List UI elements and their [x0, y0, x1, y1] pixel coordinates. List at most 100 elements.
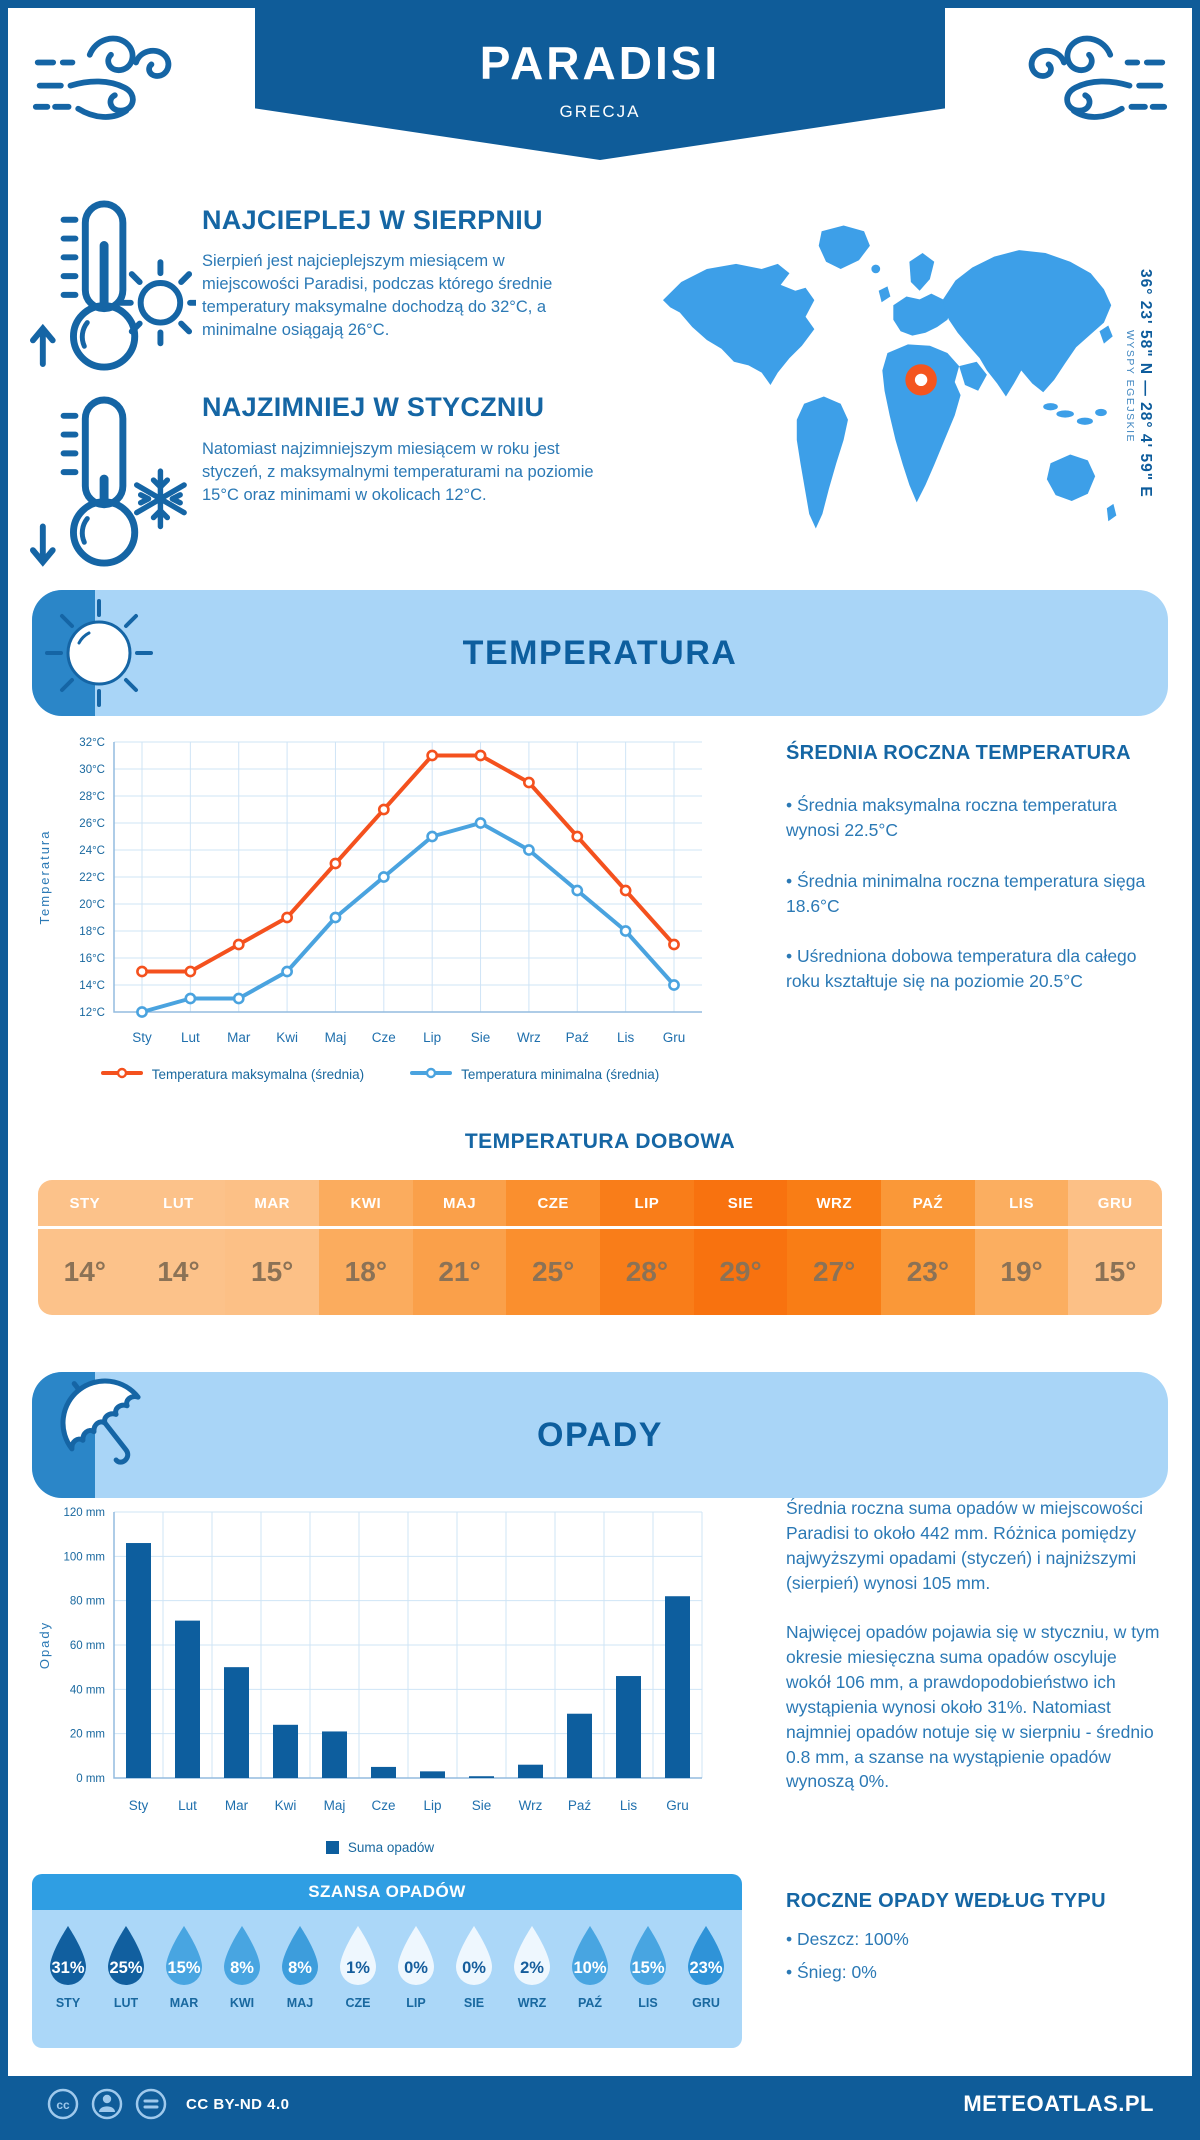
drop-month-label: MAR: [169, 1996, 199, 2010]
svg-text:Lis: Lis: [617, 1030, 635, 1045]
svg-text:cc: cc: [56, 2098, 70, 2112]
brand-text: METEOATLAS.PL: [963, 2091, 1154, 2116]
svg-text:Cze: Cze: [371, 1798, 395, 1813]
svg-text:25%: 25%: [109, 1959, 142, 1977]
precipitation-banner: OPADY: [32, 1372, 1168, 1498]
svg-text:31%: 31%: [51, 1959, 84, 1977]
temp-chart-legend: Temperatura maksymalna (średnia) Tempera…: [60, 1066, 700, 1083]
table-month-cell: LUT: [131, 1180, 226, 1226]
precip-chance-drop: 15% MAR: [156, 1924, 212, 2048]
cc-icon: cc: [47, 2088, 79, 2120]
table-value-cell: 28°: [600, 1229, 694, 1315]
table-value-cell: 19°: [974, 1229, 1069, 1315]
svg-text:20°C: 20°C: [79, 899, 105, 911]
warm-month-text: Sierpień jest najcieplejszym miesiącem w…: [202, 252, 553, 340]
svg-text:16°C: 16°C: [79, 953, 105, 965]
precipitation-text: Średnia roczna suma opadów w miejscowośc…: [786, 1496, 1164, 1794]
precip-chance-drop: 0% LIP: [388, 1924, 444, 2048]
cc-equals-icon: [135, 2088, 167, 2120]
svg-text:Kwi: Kwi: [276, 1030, 298, 1045]
drop-month-label: KWI: [229, 1996, 255, 2010]
drop-month-label: WRZ: [517, 1996, 547, 2010]
geo-location: 36° 23' 58" N — 28° 4' 59" E WYSPY EGEJS…: [1124, 218, 1154, 548]
drop-month-label: LIS: [638, 1996, 658, 2010]
table-value-cell: 14°: [38, 1229, 132, 1315]
table-value-cell: 15°: [225, 1229, 320, 1315]
precipitation-bar-chart: 0 mm 20 mm 40 mm 60 mm 80 mm 100 mm 120 mm Sty L…: [37, 1507, 703, 1813]
drop-month-label: LUT: [113, 1996, 139, 2010]
max-line-marker-icon: [100, 1066, 143, 1083]
svg-text:28°C: 28°C: [79, 791, 105, 803]
bar-swatch-icon: [325, 1841, 339, 1854]
svg-text:Gru: Gru: [663, 1030, 686, 1045]
drop-month-label: STY: [55, 1996, 81, 2010]
precip-type-title: ROCZNE OPADY WEDŁUG TYPU: [786, 1890, 1106, 1912]
page-subtitle: GRECJA: [559, 102, 641, 121]
annual-summary-title: ŚREDNIA ROCZNA TEMPERATURA: [786, 742, 1131, 764]
umbrella-icon: [60, 1378, 141, 1465]
svg-text:Sie: Sie: [472, 1798, 492, 1813]
wind-icon-left: [32, 35, 172, 120]
annual-summary-bullet-1: • Średnia maksymalna roczna temperatura …: [786, 795, 1117, 840]
table-value-cell: 25°: [506, 1229, 601, 1315]
svg-text:30°C: 30°C: [79, 764, 105, 776]
svg-text:Wrz: Wrz: [519, 1798, 543, 1813]
svg-text:Sie: Sie: [471, 1030, 491, 1045]
drop-month-label: SIE: [463, 1996, 485, 2010]
warm-month-title: NAJCIEPLEJ W SIERPNIU: [202, 205, 543, 235]
droplet-icon: 31%: [50, 1926, 86, 1985]
svg-text:20 mm: 20 mm: [70, 1729, 105, 1741]
precip-chance-panel: SZANSA OPADÓW 31% STY 25% LUT 15% MAR 8% KWI 8% M…: [32, 1874, 742, 2048]
svg-text:60 mm: 60 mm: [70, 1640, 105, 1652]
svg-text:Gru: Gru: [666, 1798, 689, 1813]
droplet-icon: 15%: [630, 1926, 666, 1985]
svg-text:Lip: Lip: [423, 1798, 441, 1813]
legend-precip-label: Suma opadów: [347, 1840, 435, 1855]
svg-text:Lip: Lip: [423, 1030, 441, 1045]
svg-text:Lut: Lut: [178, 1798, 197, 1813]
monthly-temperature-table: STY LUT MAR KWI MAJ CZE LIP SIE WRZ PAŹ LIS GRU 14° 1…: [38, 1180, 1162, 1315]
drop-month-label: CZE: [345, 1996, 371, 2010]
precipitation-paragraph-1: Średnia roczna suma opadów w miejscowośc…: [786, 1498, 1143, 1593]
table-month-cell: KWI: [319, 1180, 413, 1226]
svg-text:18°C: 18°C: [79, 926, 105, 938]
snowflake-icon: [133, 468, 187, 530]
precip-chance-drop: 1% CZE: [330, 1924, 386, 2048]
temperature-banner: TEMPERATURA: [32, 590, 1168, 716]
precip-type-bullet-1: • Deszcz: 100%: [786, 1929, 909, 1949]
table-month-cell: MAR: [225, 1180, 320, 1226]
svg-text:Cze: Cze: [372, 1030, 396, 1045]
precip-chance-drop: 23% GRU: [678, 1924, 734, 2048]
geo-region: WYSPY EGEJSKIE: [1124, 330, 1136, 444]
svg-text:8%: 8%: [230, 1959, 254, 1977]
precip-chance-drop: 10% PAŹ: [562, 1924, 618, 2048]
world-map: [662, 225, 1117, 529]
svg-text:0%: 0%: [404, 1959, 428, 1977]
svg-text:15%: 15%: [631, 1959, 664, 1977]
legend-item-min: Temperatura minimalna (średnia): [410, 1066, 659, 1083]
geo-coordinates: 36° 23' 58" N — 28° 4' 59" E: [1137, 268, 1154, 498]
drop-month-label: PAŹ: [577, 1996, 603, 2010]
precip-chance-drop: 8% MAJ: [272, 1924, 328, 2048]
table-month-cell: LIS: [974, 1180, 1069, 1226]
svg-text:23%: 23%: [689, 1959, 722, 1977]
precip-chance-drop: 25% LUT: [98, 1924, 154, 2048]
svg-text:26°C: 26°C: [79, 818, 105, 830]
license-text: CC BY-ND 4.0: [186, 2095, 290, 2113]
droplet-icon: 10%: [572, 1926, 608, 1985]
svg-text:120 mm: 120 mm: [63, 1507, 105, 1519]
legend-max-label: Temperatura maksymalna (średnia): [151, 1067, 365, 1082]
svg-text:2%: 2%: [520, 1959, 544, 1977]
svg-text:Opady: Opady: [37, 1621, 52, 1669]
svg-text:Maj: Maj: [324, 1798, 346, 1813]
table-month-cell: WRZ: [787, 1180, 882, 1226]
drop-month-label: GRU: [692, 1996, 720, 2010]
table-value-cell: 23°: [881, 1229, 975, 1315]
svg-text:Maj: Maj: [325, 1030, 347, 1045]
cold-month-text: Natomiast najzimniejszym miesiącem w rok…: [202, 440, 594, 505]
svg-text:1%: 1%: [346, 1959, 370, 1977]
table-month-cell: LIP: [600, 1180, 694, 1226]
page-title: PARADISI: [479, 37, 721, 89]
temperature-line-chart: 12°C 14°C 16°C 18°C 20°C 22°C 24°C 26°C 28°C 30°C…: [37, 737, 702, 1045]
